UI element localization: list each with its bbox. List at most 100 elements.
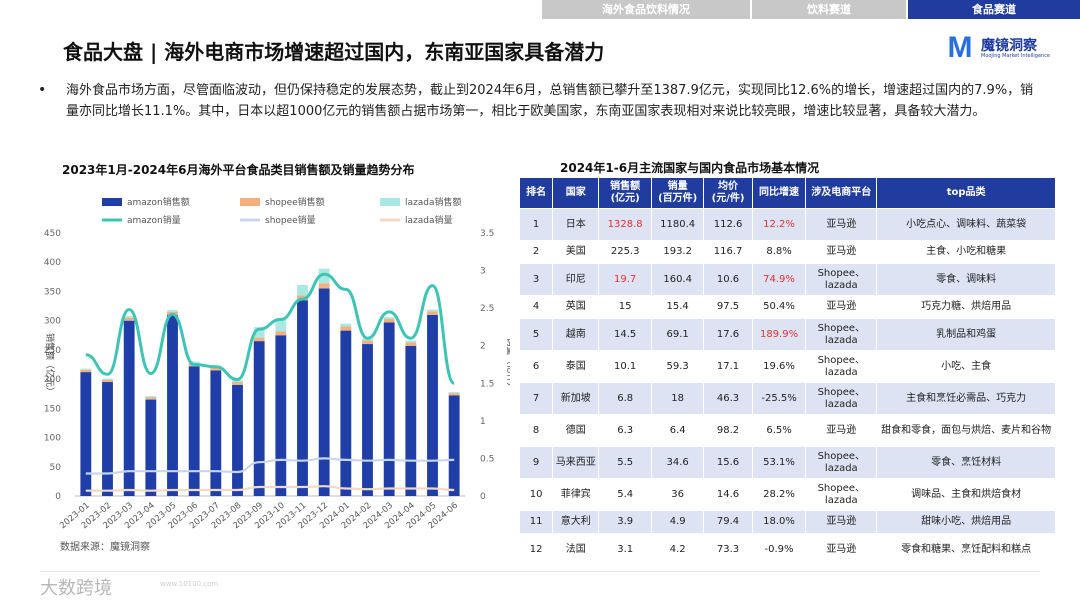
sales-trend-chart: amazon销售额 shopee销售额 lazada销售额 amazon销量 shope…	[44, 196, 510, 531]
table-cell: 菲律宾	[553, 479, 599, 510]
table-header-cell: 同比增速	[752, 178, 806, 208]
table-cell: 小吃、主食	[877, 351, 1055, 382]
table-cell: 4	[520, 296, 553, 318]
table-cell: Shopee、 lazada	[806, 319, 877, 350]
page-title: 食品大盘 | 海外电商市场增速超过国内，东南亚国家具备潜力	[63, 40, 605, 64]
line-series-2	[85, 485, 455, 492]
table-cell: 6	[520, 351, 553, 382]
bar-2-2024-05	[427, 309, 438, 312]
table-cell: 主食和烹饪必需品、巧克力	[877, 383, 1055, 414]
bar-1-2023-04	[145, 397, 157, 400]
bar-0-2023-02	[102, 382, 113, 496]
tab-food-track[interactable]: 食品赛道	[908, 0, 1080, 19]
bar-0-2023-03	[123, 320, 135, 496]
table-cell: Shopee、 lazada	[806, 479, 877, 510]
bar-0-2023-07	[210, 370, 222, 496]
table-row: 4 英国 15 15.4 97.5 50.4% 亚马逊 巧克力糖、烘焙用品	[520, 296, 1055, 318]
bar-1-2024-05	[427, 311, 438, 315]
table-cell: 3.1	[599, 534, 651, 565]
table-row: 5 越南 14.5 69.1 17.6 189.9% Shopee、 lazada 乳制品和鸡…	[520, 319, 1055, 350]
table-cell: 116.7	[704, 241, 752, 263]
table-cell: 越南	[553, 319, 599, 350]
table-cell: 6.3	[599, 415, 651, 446]
bar-1-2023-02	[102, 379, 113, 383]
tab-overseas-food-drink[interactable]: 海外食品饮料情况	[542, 0, 750, 19]
table-cell: 73.3	[704, 534, 752, 565]
table-cell: 112.6	[704, 209, 752, 240]
summary-paragraph: 海外食品市场方面，尽管面临波动，但仍保持稳定的发展态势，截止到2024年6月，总…	[66, 83, 1034, 119]
table-cell: 亚马逊	[806, 534, 877, 565]
table-cell: 2	[520, 241, 553, 263]
legend-label-3: amazon销量	[127, 214, 181, 226]
table-cell: Shopee、 lazada	[806, 351, 877, 382]
table-cell: 15.4	[651, 296, 704, 318]
legend-swatch-2	[380, 198, 400, 206]
table-cell: -25.5%	[752, 383, 806, 414]
bar-0-2023-05	[167, 314, 178, 496]
table-cell: 美国	[553, 241, 599, 263]
table-cell: 4.2	[651, 534, 704, 565]
y-tick-label: 300	[44, 317, 61, 327]
y-tick-label: 250	[44, 346, 61, 356]
table-row: 11 意大利 3.9 4.9 79.4 18.0% 亚马逊 甜味小吃、烘焙用品	[520, 511, 1055, 533]
tab-drink-track[interactable]: 饮料赛道	[752, 0, 906, 19]
table-cell: 50.4%	[752, 296, 806, 318]
table-title: 2024年1-6月主流国家与国内食品市场基本情况	[560, 161, 820, 175]
bar-2-2024-04	[405, 340, 417, 343]
y-tick-label: 150	[44, 404, 61, 414]
bar-2-2023-06	[188, 361, 200, 364]
table-cell: 亚马逊	[806, 511, 877, 533]
y2-tick-label: 1	[480, 417, 486, 427]
bar-0-2024-02	[362, 344, 373, 496]
legend-swatch-1	[240, 198, 260, 206]
bar-2-2023-05	[167, 310, 178, 312]
table-cell: 日本	[553, 209, 599, 240]
table-cell: 德国	[553, 415, 599, 446]
table-cell: 英国	[553, 296, 599, 318]
table-cell: 10.6	[704, 264, 752, 295]
bar-0-2023-06	[188, 366, 200, 496]
table-cell: 74.9%	[752, 264, 806, 295]
bar-2-2024-06	[448, 391, 460, 394]
bar-0-2024-04	[405, 345, 417, 496]
table-cell: 6.4	[651, 415, 704, 446]
bar-0-2024-05	[427, 314, 438, 496]
bar-1-2024-01	[340, 326, 352, 331]
table-cell: 14.5	[599, 319, 651, 350]
bar-0-2024-06	[448, 395, 460, 496]
bar-1-2024-02	[362, 340, 373, 345]
table-cell: 28.2%	[752, 479, 806, 510]
bar-0-2024-01	[340, 330, 352, 496]
table-cell: 1180.4	[651, 209, 704, 240]
table-cell: 10.1	[599, 351, 651, 382]
table-cell: 意大利	[553, 511, 599, 533]
bar-0-2023-10	[275, 335, 287, 496]
watermark-url: www.10100.com	[160, 580, 219, 588]
table-cell: 亚马逊	[806, 296, 877, 318]
y2-tick-label: 3	[480, 267, 486, 277]
table-header-cell: 均价 (元/件)	[704, 178, 752, 208]
y2-tick-label: 0.5	[480, 454, 494, 464]
table-cell: 马来西亚	[553, 447, 599, 478]
table-header-cell: 涉及电商平台	[806, 178, 877, 208]
table-cell: Shopee、 lazada	[806, 383, 877, 414]
table-cell: 18	[651, 383, 704, 414]
table-cell: 11	[520, 511, 553, 533]
table-cell: 甜味小吃、烘焙用品	[877, 511, 1055, 533]
bar-1-2023-01	[80, 369, 92, 373]
bar-0-2023-04	[145, 399, 157, 496]
bar-0-2024-03	[383, 322, 395, 496]
table-cell: 5.4	[599, 479, 651, 510]
table-cell: 1	[520, 209, 553, 240]
table-cell: 14.6	[704, 479, 752, 510]
table-cell: Shopee、 lazada	[806, 264, 877, 295]
bar-1-2023-10	[275, 331, 287, 336]
summary-bullet: •	[38, 82, 47, 98]
table-cell: 189.9%	[752, 319, 806, 350]
bar-2-2023-04	[145, 396, 157, 398]
table-cell: 15.6	[704, 447, 752, 478]
table-cell: 193.2	[651, 241, 704, 263]
legend-swatch-0	[102, 198, 122, 206]
table-header-cell: top品类	[877, 178, 1055, 208]
table-cell: 3.9	[599, 511, 651, 533]
